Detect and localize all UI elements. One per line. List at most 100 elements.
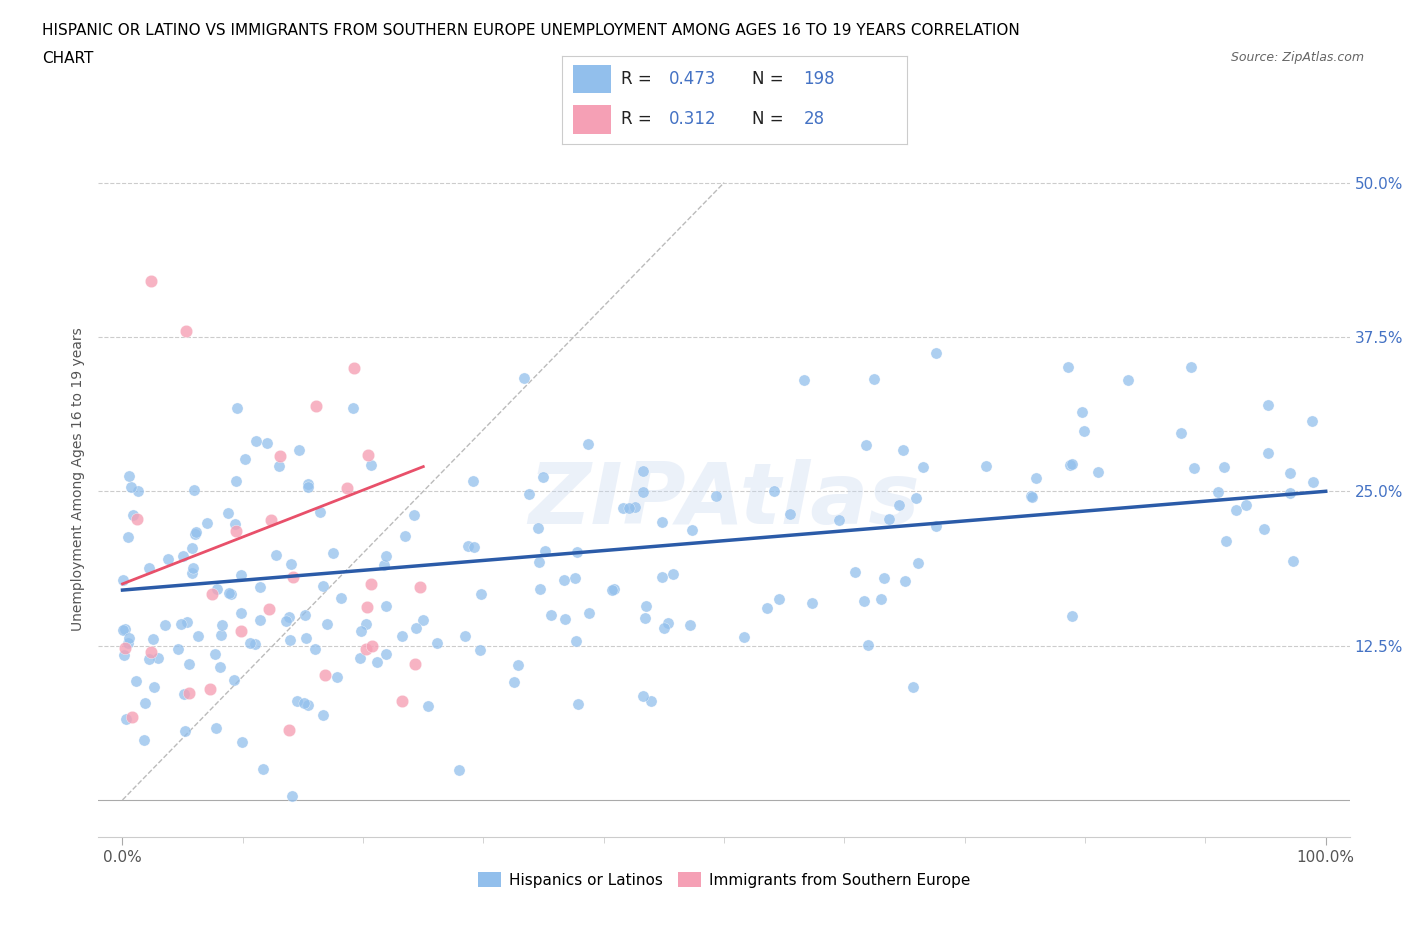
Point [249,612,271,627]
Point [640,694,662,709]
Point [233,452,256,467]
Point [463,539,485,554]
Point [134,732,156,747]
Text: HISPANIC OR LATINO VS IMMIGRANTS FROM SOUTHERN EUROPE UNEMPLOYMENT AMONG AGES 16: HISPANIC OR LATINO VS IMMIGRANTS FROM SO… [42,23,1019,38]
Point [1071,405,1094,419]
Point [1021,490,1043,505]
Point [357,447,380,462]
Point [650,515,672,530]
Point [174,324,197,339]
Point [844,565,866,579]
Point [209,628,232,643]
Point [280,556,302,571]
Point [229,605,252,620]
Point [869,591,891,606]
Point [374,599,396,614]
Point [218,585,240,600]
Point [652,621,675,636]
Point [360,638,382,653]
Legend: Hispanics or Latinos, Immigrants from Southern Europe: Hispanics or Latinos, Immigrants from So… [472,866,976,894]
Point [204,646,226,661]
Point [1073,423,1095,438]
Point [294,607,316,622]
Point [529,555,551,570]
Point [925,519,948,534]
Point [904,490,927,505]
Point [281,569,304,584]
Point [179,685,201,700]
Text: 198: 198 [804,70,835,87]
Point [269,458,291,473]
Point [651,569,673,584]
Point [1257,446,1279,461]
Point [576,436,599,451]
Point [292,695,315,710]
Point [679,618,702,632]
Point [245,433,267,448]
Point [624,499,647,514]
Point [173,686,195,701]
Point [343,361,366,376]
Point [219,587,242,602]
Point [391,629,413,644]
Point [354,617,377,631]
Point [527,521,550,536]
Point [166,642,188,657]
Point [681,523,703,538]
Point [974,458,997,473]
Point [418,698,440,713]
Point [181,540,204,555]
Point [350,623,373,638]
Point [274,613,297,628]
Point [117,529,139,544]
Point [115,711,138,726]
Point [208,659,231,674]
Point [704,488,727,503]
Point [297,480,319,495]
Point [1116,373,1139,388]
Point [127,484,149,498]
Point [184,525,207,539]
Point [231,735,253,750]
Point [146,650,169,665]
Point [1213,459,1236,474]
FancyBboxPatch shape [572,105,610,134]
Text: N =: N = [752,70,789,87]
Point [564,570,586,585]
Point [172,549,194,564]
Point [512,370,534,385]
Point [633,485,655,499]
Point [409,579,432,594]
Point [297,477,319,492]
Point [311,578,333,593]
Point [394,529,416,544]
Point [763,484,786,498]
Point [828,513,851,528]
Point [226,400,249,415]
Point [176,615,198,630]
Point [153,618,176,632]
Point [366,655,388,670]
Point [426,636,449,651]
Point [139,644,162,659]
Point [312,708,335,723]
Point [404,657,426,671]
Point [891,443,914,458]
Point [336,481,359,496]
Point [1279,485,1302,500]
FancyBboxPatch shape [572,65,610,93]
Point [375,549,398,564]
Point [529,581,551,596]
Point [578,605,600,620]
Point [633,611,655,626]
Point [1170,426,1192,441]
Point [278,723,301,737]
Point [617,501,640,516]
Point [1301,413,1323,428]
Point [793,372,815,387]
Point [468,643,491,658]
Point [553,572,575,587]
Point [170,617,193,631]
Point [360,577,382,591]
Point [195,516,218,531]
